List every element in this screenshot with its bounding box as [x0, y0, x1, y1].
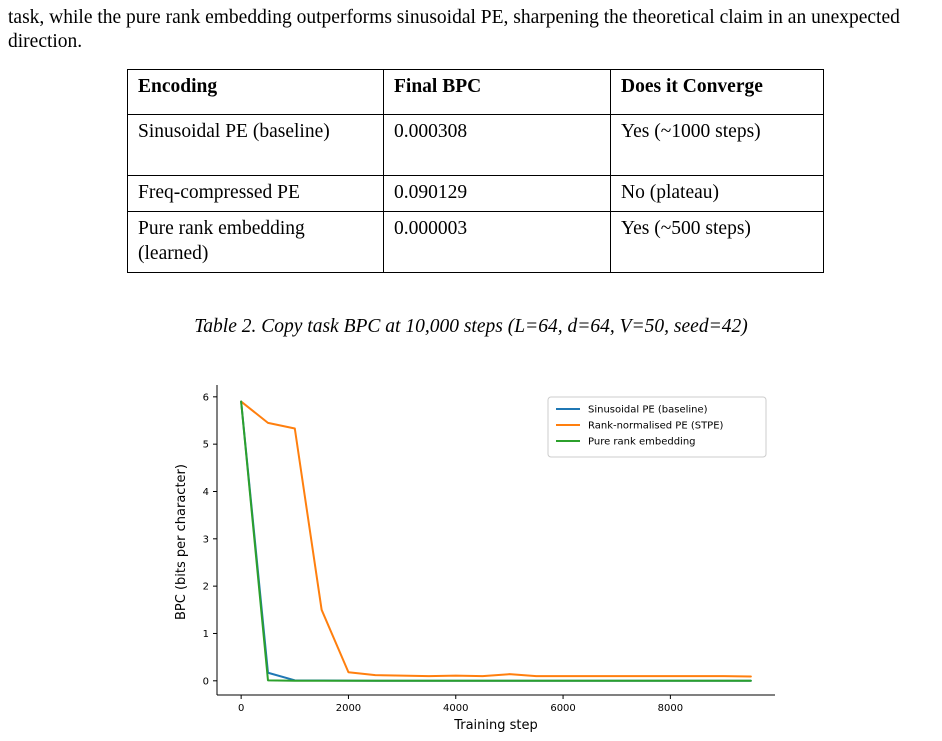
y-tick-label: 0	[203, 676, 209, 687]
table-cell: 0.000003	[383, 211, 611, 273]
header-converge: Does it Converge	[610, 69, 824, 115]
y-tick-label: 2	[203, 582, 209, 593]
y-axis-label: BPC (bits per character)	[174, 464, 189, 620]
series-line-2	[240, 400, 752, 678]
table-row: Sinusoidal PE (baseline) 0.000308 Yes (~…	[127, 114, 824, 176]
table-cell: 0.090129	[383, 175, 611, 212]
y-tick-label: 5	[203, 440, 209, 451]
x-tick-label: 6000	[550, 703, 575, 714]
bpc-line-chart: 0 1 2 3 4 5 6 0 2000 4000 6000 8000 Training step BPC…	[174, 385, 775, 733]
y-tick-label: 6	[203, 392, 209, 403]
results-table: Encoding Final BPC Does it Converge Sinu…	[127, 69, 824, 273]
legend-label: Pure rank embedding	[588, 437, 696, 448]
legend-label: Rank-normalised PE (STPE)	[588, 421, 724, 432]
x-tick-label: 0	[238, 703, 244, 714]
table-cell: 0.000308	[383, 114, 611, 176]
x-tick-label: 2000	[336, 703, 361, 714]
table-cell: No (plateau)	[610, 175, 824, 212]
table-row: Pure rank embedding (learned) 0.000003 Y…	[127, 211, 824, 273]
intro-paragraph: task, while the pure rank embedding outp…	[8, 7, 900, 52]
legend-box	[547, 396, 767, 458]
series-line-3	[240, 400, 752, 682]
table-cell: Yes (~1000 steps)	[610, 114, 824, 176]
table-cell: Freq-compressed PE	[127, 175, 384, 212]
legend-label: Sinusoidal PE (baseline)	[588, 405, 708, 416]
table-cell: Pure rank embedding (learned)	[127, 211, 384, 273]
y-tick-label: 3	[203, 534, 209, 545]
y-tick-label: 4	[203, 487, 209, 498]
table-caption: Table 2. Copy task BPC at 10,000 steps (…	[194, 316, 748, 337]
table-cell: Sinusoidal PE (baseline)	[127, 114, 384, 176]
header-encoding: Encoding	[127, 69, 384, 115]
x-tick-label: 8000	[658, 703, 683, 714]
x-tick-label: 4000	[443, 703, 468, 714]
y-tick-label: 1	[203, 629, 209, 640]
table-row: Freq-compressed PE 0.090129 No (plateau)	[127, 175, 824, 212]
table-cell: Yes (~500 steps)	[610, 211, 824, 273]
x-axis-label: Training step	[453, 718, 538, 733]
header-final-bpc: Final BPC	[383, 69, 611, 115]
table-header-row: Encoding Final BPC Does it Converge	[127, 69, 824, 115]
